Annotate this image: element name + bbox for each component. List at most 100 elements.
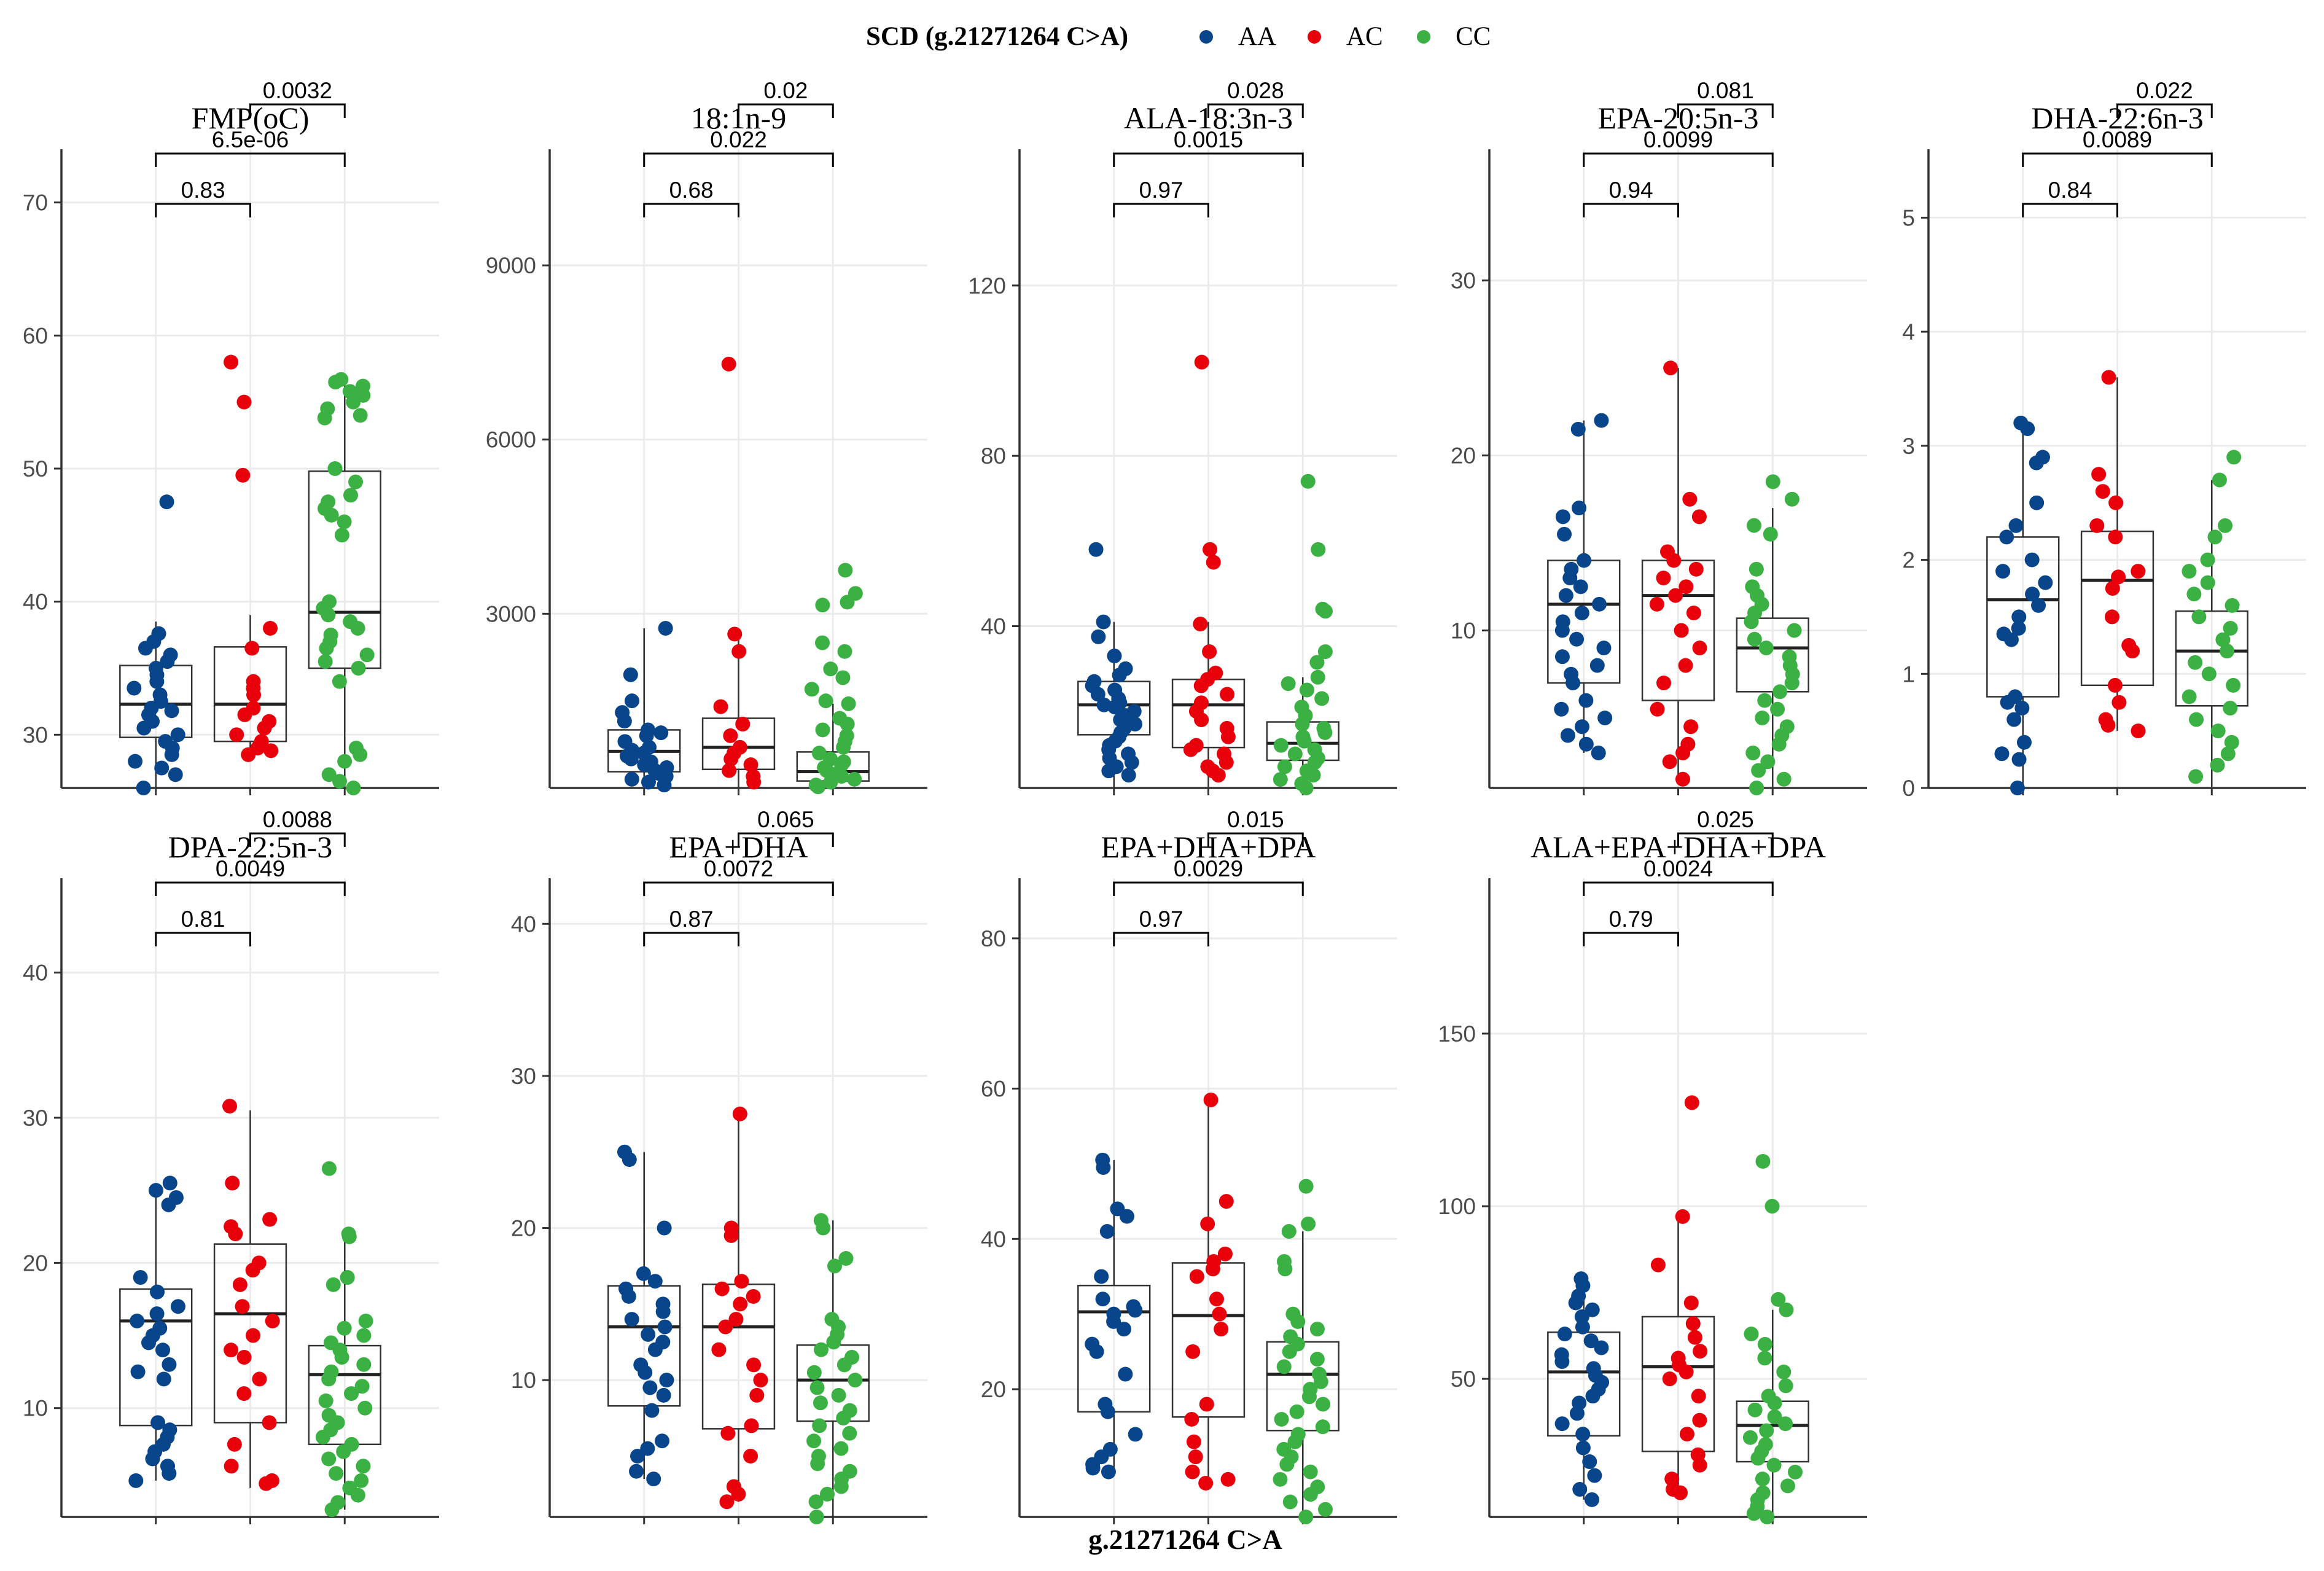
point-ac — [2111, 569, 2126, 585]
bracket-aa-vs-cc — [1113, 152, 1304, 167]
point-ac — [1220, 1472, 1236, 1487]
point-ac — [1687, 1330, 1702, 1345]
point-ac — [1194, 712, 1209, 728]
point-ac — [1693, 1344, 1708, 1359]
legend-label-aa: AA — [1238, 22, 1276, 51]
point-ac — [1662, 754, 1677, 770]
legend-label-cc: CC — [1456, 22, 1491, 51]
bracket-aa-vs-cc — [1583, 881, 1774, 896]
point-aa — [2025, 587, 2040, 602]
y-tick-label: 2 — [1902, 548, 1915, 573]
point-ac — [2100, 717, 2116, 733]
bracket-aa-vs-ac — [155, 932, 251, 946]
point-ac — [2089, 518, 2105, 533]
point-ac — [711, 1342, 727, 1357]
y-tick-label: 3000 — [486, 601, 536, 626]
bracket-aa-vs-ac — [643, 932, 739, 946]
point-cc — [321, 1161, 337, 1176]
point-cc — [2189, 712, 2204, 727]
x-axis-title: g.21271264 C>A — [1088, 1524, 1282, 1555]
point-aa — [162, 1466, 177, 1481]
point-cc — [336, 1444, 351, 1459]
point-cc — [842, 1425, 857, 1441]
point-cc — [1309, 1352, 1325, 1367]
point-cc — [1755, 1472, 1770, 1487]
bracket-ac-vs-cc — [249, 832, 346, 847]
point-ac — [1183, 742, 1198, 757]
y-tick-label: 50 — [1451, 1366, 1476, 1392]
point-cc — [815, 598, 830, 613]
point-cc — [356, 1459, 371, 1474]
point-aa — [162, 1175, 177, 1191]
bracket-aa-vs-ac — [643, 203, 739, 217]
p-value-label: 6.5e-06 — [212, 127, 289, 152]
point-aa — [2029, 455, 2044, 470]
point-cc — [813, 1395, 828, 1411]
point-ac — [1691, 1389, 1706, 1404]
point-ac — [1200, 1216, 1215, 1231]
y-tick-label: 9000 — [486, 253, 536, 278]
point-ac — [2101, 370, 2116, 385]
point-cc — [834, 769, 849, 784]
box-aa — [1986, 536, 2060, 698]
point-cc — [337, 514, 352, 529]
point-cc — [1766, 1457, 1782, 1473]
point-aa — [138, 641, 153, 656]
point-cc — [1309, 1322, 1325, 1337]
point-aa — [2016, 735, 2032, 750]
point-aa — [1566, 676, 1581, 691]
point-aa — [1582, 1454, 1597, 1470]
point-cc — [348, 474, 364, 489]
point-ac — [1219, 1194, 1234, 1209]
point-cc — [346, 394, 361, 410]
point-ac — [263, 621, 278, 636]
point-aa — [1554, 623, 1570, 638]
point-ac — [224, 1459, 239, 1474]
point-ac — [1675, 746, 1691, 761]
point-ac — [743, 1448, 758, 1464]
point-ac — [244, 641, 260, 656]
point-ac — [746, 1288, 761, 1304]
point-aa — [1118, 1366, 1133, 1382]
point-cc — [1760, 1510, 1775, 1524]
p-value-label: 0.0099 — [1644, 127, 1713, 152]
y-tick-label: 100 — [1438, 1194, 1476, 1219]
point-cc — [2226, 677, 2241, 693]
point-ac — [252, 1371, 267, 1387]
point-cc — [354, 1379, 370, 1394]
p-value-label: 0.0089 — [2083, 127, 2152, 152]
point-ac — [1214, 1322, 1229, 1337]
y-tick-label: 5 — [1902, 205, 1915, 230]
point-aa — [168, 767, 183, 782]
point-cc — [1273, 772, 1288, 787]
point-cc — [346, 781, 361, 795]
p-value-label: 0.022 — [710, 127, 767, 152]
point-ac — [734, 1274, 749, 1289]
point-cc — [804, 682, 819, 697]
point-ac — [2111, 695, 2127, 710]
point-cc — [324, 1502, 340, 1518]
point-aa — [1128, 1427, 1143, 1442]
point-cc — [1315, 1419, 1330, 1435]
point-ac — [718, 1319, 733, 1335]
p-value-label: 0.0024 — [1644, 856, 1713, 881]
point-cc — [1742, 1430, 1758, 1445]
point-aa — [1562, 571, 1578, 586]
legend-swatch-aa — [1199, 30, 1213, 44]
y-tick-label: 40 — [981, 1226, 1006, 1252]
point-cc — [1787, 1464, 1803, 1479]
point-aa — [150, 1415, 166, 1430]
y-tick-label: 3 — [1902, 434, 1915, 459]
p-value-label: 0.84 — [2048, 177, 2092, 203]
legend: SCD (g.21271264 C>A) AA AC CC — [866, 22, 1491, 51]
point-ac — [1663, 361, 1679, 376]
point-cc — [836, 1357, 852, 1373]
point-aa — [1554, 1354, 1570, 1370]
point-cc — [2186, 587, 2202, 602]
p-value-label: 0.065 — [757, 807, 814, 832]
p-value-label: 0.022 — [2136, 78, 2193, 103]
point-ac — [1220, 729, 1236, 744]
point-aa — [1585, 1389, 1601, 1404]
point-aa — [1575, 1440, 1591, 1456]
